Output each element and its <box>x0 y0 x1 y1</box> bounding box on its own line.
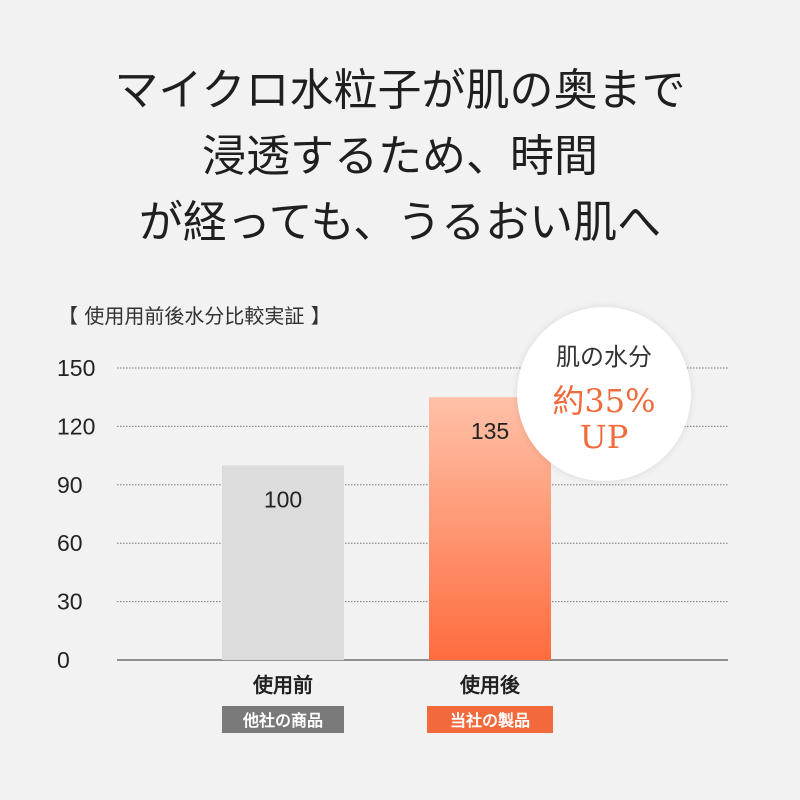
bar-value-label: 135 <box>471 418 509 444</box>
badge-line-1: 肌の水分 <box>556 343 652 371</box>
grid-lines <box>117 367 728 661</box>
product-tag-background <box>427 706 553 733</box>
bars <box>222 397 553 733</box>
product-tag-label: 当社の製品 <box>450 711 530 730</box>
headline-line-1: マイクロ水粒子が肌の奥まで <box>114 65 686 116</box>
badge-line-2: 約35% <box>552 382 656 420</box>
y-tick-label: 0 <box>57 647 70 673</box>
headline-line-2: 浸透するため、時間 <box>202 131 598 182</box>
headline: マイクロ水粒子が肌の奥まで 浸透するため、時間 が経っても、うるおい肌へ <box>0 58 800 256</box>
y-tick-label: 90 <box>57 472 83 498</box>
increase-badge: 肌の水分 約35% UP <box>517 307 691 481</box>
x-category-label: 使用前 <box>252 673 313 697</box>
y-tick-label: 150 <box>57 355 95 381</box>
y-tick-label: 30 <box>57 589 83 615</box>
headline-line-3: が経っても、うるおい肌へ <box>138 197 662 248</box>
y-tick-label: 60 <box>57 530 83 556</box>
y-tick-label: 120 <box>57 413 95 439</box>
bar-value-label: 100 <box>264 486 302 512</box>
product-tag-background <box>222 706 344 733</box>
bar-before <box>222 465 344 660</box>
product-tag-label: 他社の商品 <box>242 711 323 730</box>
badge-line-3: UP <box>579 418 629 456</box>
x-category-label: 使用後 <box>459 673 521 697</box>
chart-caption: 【 使用用前後水分比較実証 】 <box>58 304 331 328</box>
